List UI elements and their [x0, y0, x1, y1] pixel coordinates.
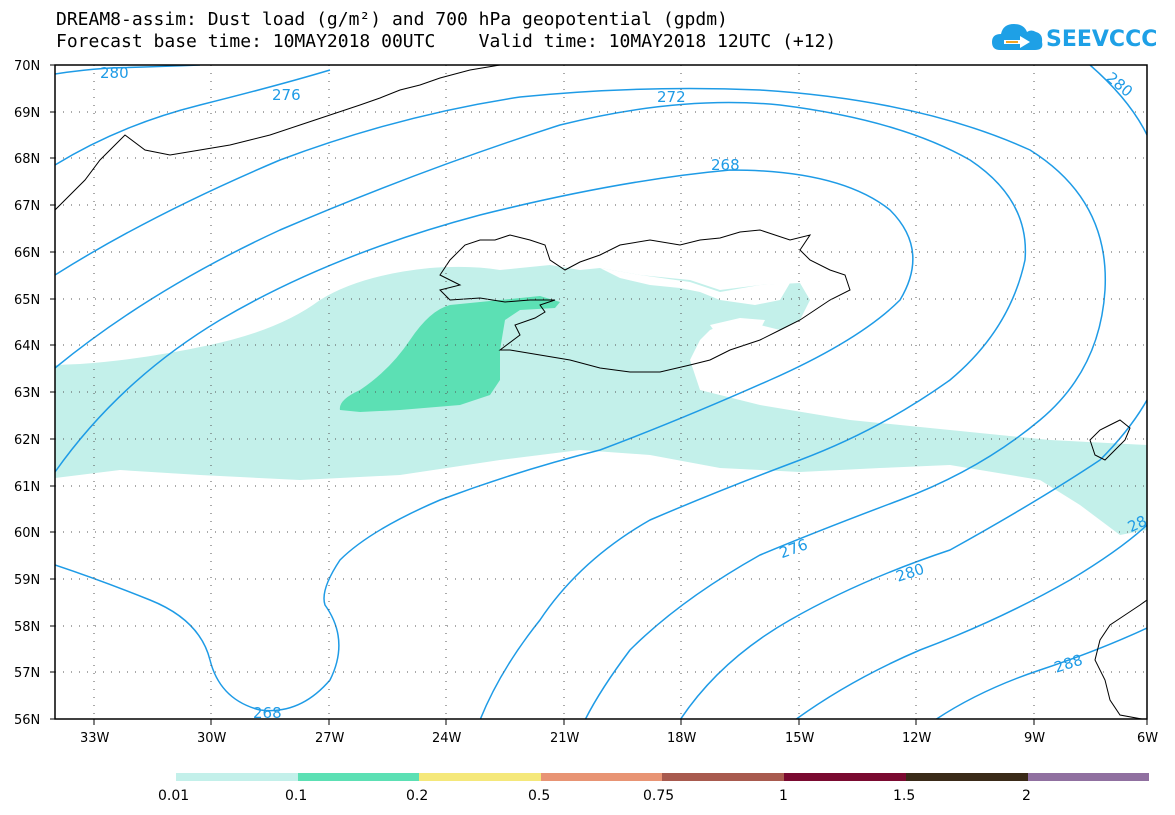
plot-area: 280 276 272 268 280 268 276 280 288 28	[55, 64, 1150, 722]
contour-280-ne	[55, 65, 201, 75]
contour-276	[55, 87, 1107, 719]
lon-label-33w: 33W	[80, 731, 110, 746]
lat-label-57n: 57N	[14, 666, 40, 681]
cloud-icon	[992, 24, 1043, 50]
iceland-coast	[439, 229, 851, 373]
contour-label-280-right: 280	[1103, 68, 1137, 100]
contour-280-top	[55, 69, 331, 166]
lon-axis: 33W 30W 27W 24W 21W 18W 15W 12W 9W 6W	[80, 719, 1158, 746]
lat-label-60n: 60N	[14, 526, 40, 541]
lat-label-68n: 68N	[14, 152, 40, 167]
contour-268-inner	[55, 169, 914, 712]
lon-label-18w: 18W	[667, 731, 697, 746]
lon-label-21w: 21W	[550, 731, 580, 746]
lat-label-70n: 70N	[14, 59, 40, 74]
contour-272	[55, 101, 1027, 719]
lat-label-59n: 59N	[14, 573, 40, 588]
lat-axis: 70N 69N 68N 67N 66N 65N 64N 63N 62N 61N …	[14, 59, 55, 728]
logo-text: SEEVCCC	[1046, 27, 1158, 52]
contour-label-28-edge: 28	[1125, 512, 1150, 536]
legend-swatch-8	[1028, 773, 1149, 781]
faroe-coast	[1089, 419, 1131, 461]
contour-label-280-bottom: 280	[894, 560, 927, 586]
lat-label-65n: 65N	[14, 293, 40, 308]
dust-free-pocket	[600, 268, 790, 305]
legend-swatch-3	[419, 773, 541, 781]
contour-label-272: 272	[657, 88, 686, 106]
contour-284	[795, 524, 1147, 719]
lat-label-64n: 64N	[14, 339, 40, 354]
geopotential-contours	[55, 65, 1147, 719]
legend-label-0-1: 0.1	[285, 788, 307, 804]
dust-free-pocket-2	[710, 318, 765, 333]
legend-label-0-01: 0.01	[158, 788, 189, 804]
lon-label-24w: 24W	[432, 731, 462, 746]
lat-label-58n: 58N	[14, 620, 40, 635]
contour-288	[935, 627, 1147, 719]
color-legend: 0.01 0.1 0.2 0.5 0.75 1 1.5 2	[158, 773, 1149, 804]
contour-280-right	[1089, 65, 1147, 136]
contour-label-276-top: 276	[272, 86, 301, 104]
legend-swatch-1	[176, 773, 298, 781]
lat-label-67n: 67N	[14, 199, 40, 214]
legend-swatch-6	[784, 773, 906, 781]
lat-label-63n: 63N	[14, 386, 40, 401]
contour-label-276-bottom: 276	[777, 535, 810, 562]
map-title-line1: DREAM8-assim: Dust load (g/m²) and 700 h…	[56, 9, 728, 30]
lat-label-62n: 62N	[14, 433, 40, 448]
legend-swatch-5	[662, 773, 784, 781]
legend-label-2: 2	[1022, 788, 1031, 804]
contour-280-south	[679, 399, 1147, 719]
legend-label-1-5: 1.5	[893, 788, 915, 804]
lon-label-9w: 9W	[1024, 731, 1045, 746]
lat-label-69n: 69N	[14, 106, 40, 121]
graticule	[55, 65, 1147, 719]
lat-label-61n: 61N	[14, 480, 40, 495]
lon-label-12w: 12W	[902, 731, 932, 746]
lon-label-27w: 27W	[315, 731, 345, 746]
contour-label-288: 288	[1052, 651, 1085, 677]
legend-label-1: 1	[779, 788, 788, 804]
legend-label-0-5: 0.5	[528, 788, 550, 804]
legend-label-0-75: 0.75	[643, 788, 674, 804]
legend-label-0-2: 0.2	[406, 788, 428, 804]
seevccc-logo: SEEVCCC	[990, 20, 1157, 60]
map-title-line2: Forecast base time: 10MAY2018 00UTC Vali…	[56, 31, 837, 52]
contour-label-280-top: 280	[100, 64, 129, 82]
contour-label-268-bottom: 268	[253, 704, 282, 722]
legend-swatch-7	[906, 773, 1028, 781]
dust-area-low-west	[55, 265, 1147, 535]
legend-swatch-2	[298, 773, 419, 781]
greenland-coast	[55, 65, 501, 211]
lon-label-30w: 30W	[197, 731, 227, 746]
scotland-coast	[1094, 599, 1147, 719]
lat-label-56n: 56N	[14, 713, 40, 728]
dust-area-mid	[339, 296, 560, 412]
contour-label-268-top: 268	[711, 156, 740, 174]
lon-label-6w: 6W	[1137, 731, 1158, 746]
legend-swatch-4	[541, 773, 662, 781]
lon-label-15w: 15W	[785, 731, 815, 746]
lat-label-66n: 66N	[14, 246, 40, 261]
coastlines	[55, 65, 1147, 719]
